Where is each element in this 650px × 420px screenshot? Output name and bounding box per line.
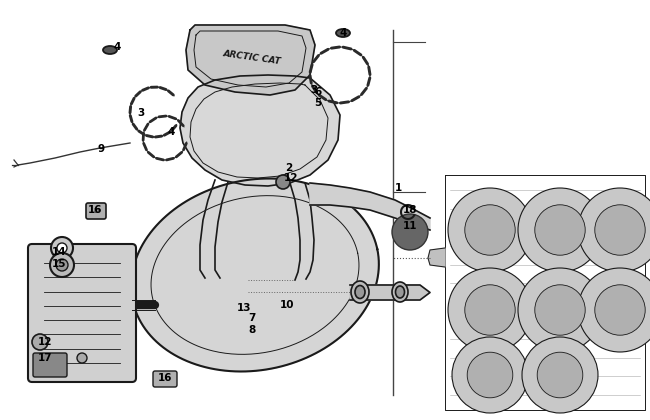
Text: 7: 7 bbox=[248, 313, 255, 323]
Text: 1: 1 bbox=[395, 183, 402, 193]
Circle shape bbox=[448, 268, 532, 352]
Circle shape bbox=[535, 205, 585, 255]
Circle shape bbox=[467, 352, 513, 398]
Circle shape bbox=[535, 285, 585, 335]
Circle shape bbox=[595, 205, 645, 255]
Text: 4: 4 bbox=[113, 42, 120, 52]
Text: 14: 14 bbox=[52, 247, 66, 257]
Ellipse shape bbox=[336, 29, 350, 37]
Text: 12: 12 bbox=[38, 337, 53, 347]
Circle shape bbox=[56, 259, 68, 271]
Circle shape bbox=[77, 353, 87, 363]
Polygon shape bbox=[428, 248, 445, 267]
Polygon shape bbox=[131, 178, 379, 371]
Text: 11: 11 bbox=[403, 221, 417, 231]
Text: ARCTIC CAT: ARCTIC CAT bbox=[222, 50, 281, 66]
Text: 3: 3 bbox=[137, 108, 144, 118]
Ellipse shape bbox=[395, 286, 404, 298]
Ellipse shape bbox=[103, 46, 117, 54]
Circle shape bbox=[392, 214, 428, 250]
Text: 18: 18 bbox=[403, 205, 417, 215]
Polygon shape bbox=[186, 25, 315, 95]
Circle shape bbox=[522, 337, 598, 413]
Circle shape bbox=[276, 175, 290, 189]
FancyBboxPatch shape bbox=[86, 203, 106, 219]
Circle shape bbox=[452, 337, 528, 413]
Ellipse shape bbox=[355, 286, 365, 299]
Text: 5: 5 bbox=[314, 98, 321, 108]
Polygon shape bbox=[180, 75, 340, 186]
Ellipse shape bbox=[351, 281, 369, 303]
Ellipse shape bbox=[392, 282, 408, 302]
Text: 15: 15 bbox=[52, 259, 66, 269]
Circle shape bbox=[32, 334, 48, 350]
Text: 6: 6 bbox=[314, 87, 321, 97]
Circle shape bbox=[465, 285, 515, 335]
Text: 10: 10 bbox=[280, 300, 294, 310]
Circle shape bbox=[50, 253, 74, 277]
Text: 3: 3 bbox=[310, 85, 317, 95]
Circle shape bbox=[578, 188, 650, 272]
Polygon shape bbox=[350, 285, 430, 300]
Text: 16: 16 bbox=[88, 205, 103, 215]
Circle shape bbox=[57, 243, 67, 253]
Circle shape bbox=[595, 285, 645, 335]
Circle shape bbox=[518, 188, 602, 272]
Text: U: U bbox=[94, 208, 99, 214]
Circle shape bbox=[578, 268, 650, 352]
Circle shape bbox=[465, 205, 515, 255]
Text: 4: 4 bbox=[340, 28, 347, 38]
Circle shape bbox=[448, 188, 532, 272]
Text: 8: 8 bbox=[248, 325, 255, 335]
Text: 9: 9 bbox=[97, 144, 104, 154]
Circle shape bbox=[537, 352, 583, 398]
FancyBboxPatch shape bbox=[153, 371, 177, 387]
Text: 16: 16 bbox=[158, 373, 172, 383]
Text: 13: 13 bbox=[237, 303, 252, 313]
Text: 17: 17 bbox=[38, 353, 53, 363]
Circle shape bbox=[518, 268, 602, 352]
FancyBboxPatch shape bbox=[33, 353, 67, 377]
FancyBboxPatch shape bbox=[28, 244, 136, 382]
Text: 4: 4 bbox=[167, 127, 174, 137]
Polygon shape bbox=[310, 183, 430, 230]
Text: 12: 12 bbox=[284, 173, 298, 183]
Text: 2: 2 bbox=[285, 163, 292, 173]
Circle shape bbox=[51, 237, 73, 259]
